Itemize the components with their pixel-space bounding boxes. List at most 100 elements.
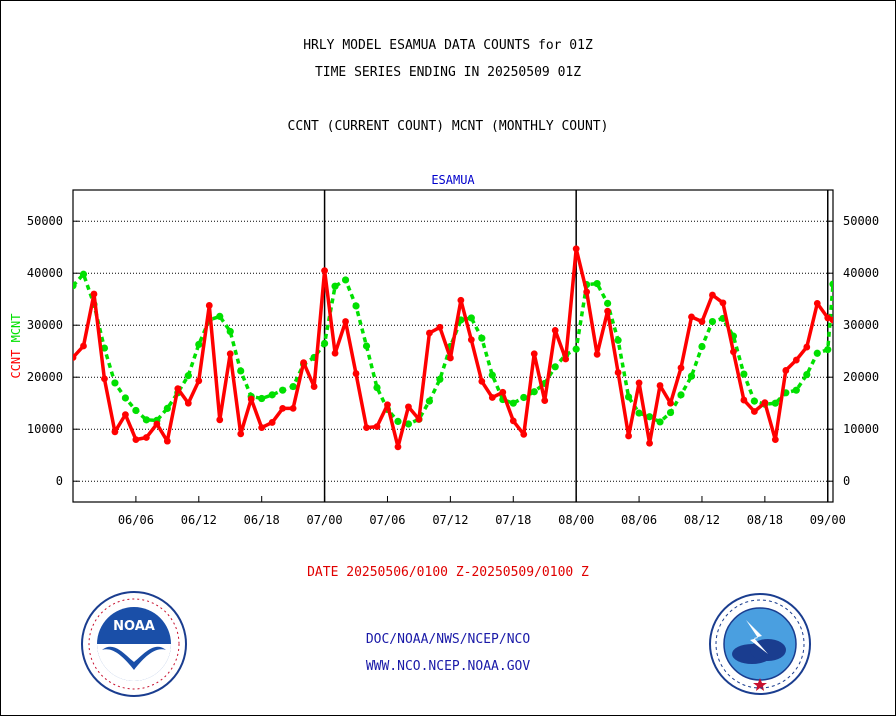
mcnt-point bbox=[362, 342, 371, 350]
y-tick-label-right: 0 bbox=[843, 474, 850, 488]
mcnt-point bbox=[645, 413, 654, 421]
mcnt-point bbox=[813, 349, 821, 357]
ccnt-point bbox=[782, 367, 790, 374]
y-tick-label-right: 20000 bbox=[843, 370, 879, 384]
ccnt-point bbox=[163, 437, 171, 445]
ccnt-point bbox=[719, 299, 727, 307]
ccnt-point bbox=[656, 382, 664, 389]
y-axis-label: CCNT MCNT bbox=[9, 313, 23, 378]
ccnt-point bbox=[142, 434, 150, 441]
series-ccnt bbox=[73, 245, 833, 451]
x-tick-label: 08/18 bbox=[747, 513, 783, 527]
ccnt-point bbox=[457, 296, 465, 304]
ccnt-point bbox=[446, 354, 454, 362]
mcnt-point bbox=[237, 367, 245, 375]
ccnt-point bbox=[803, 343, 811, 351]
ccnt-point bbox=[583, 288, 591, 296]
mcnt-point bbox=[829, 280, 833, 288]
ccnt-point bbox=[771, 436, 779, 443]
ccnt-point bbox=[551, 327, 559, 334]
x-tick-label: 07/00 bbox=[307, 513, 343, 527]
national-weather-service-logo-icon bbox=[709, 593, 811, 695]
mcnt-point bbox=[803, 371, 811, 379]
mcnt-point bbox=[394, 417, 402, 425]
ccnt-point bbox=[792, 356, 800, 364]
mcnt-point bbox=[163, 404, 171, 412]
mcnt-point bbox=[520, 393, 528, 402]
ccnt-point bbox=[174, 385, 182, 393]
ccnt-point bbox=[698, 318, 706, 325]
ccnt-point bbox=[352, 370, 360, 377]
x-tick-label: 08/12 bbox=[684, 513, 720, 527]
ccnt-point bbox=[520, 431, 528, 438]
ccnt-point bbox=[677, 364, 685, 372]
ccnt-point bbox=[415, 415, 423, 423]
mcnt-point bbox=[184, 372, 192, 380]
ccnt-point bbox=[541, 397, 549, 404]
y-tick-label-left: 20000 bbox=[27, 370, 63, 384]
x-tick-label: 08/00 bbox=[558, 513, 594, 527]
mcnt-point bbox=[142, 416, 150, 424]
ccnt-point bbox=[132, 436, 140, 443]
mcnt-point bbox=[258, 394, 266, 403]
mcnt-point bbox=[824, 346, 832, 354]
y-tick-label-right: 30000 bbox=[843, 318, 879, 332]
y-tick-label-right: 10000 bbox=[843, 422, 879, 436]
ccnt-point bbox=[436, 323, 444, 331]
svg-text:NOAA: NOAA bbox=[113, 619, 155, 634]
mcnt-point bbox=[530, 388, 538, 396]
mcnt-point bbox=[289, 382, 297, 391]
noaa-logo-icon: NOAA bbox=[81, 591, 187, 697]
ccnt-point bbox=[184, 399, 192, 407]
ccnt-point bbox=[226, 350, 234, 358]
ccnt-point bbox=[530, 350, 538, 358]
x-tick-label: 06/12 bbox=[181, 513, 217, 527]
ccnt-point bbox=[321, 267, 328, 274]
mcnt-point bbox=[656, 418, 664, 426]
mcnt-point bbox=[624, 393, 633, 401]
ccnt-point bbox=[394, 443, 402, 451]
mcnt-point bbox=[677, 391, 685, 399]
ccnt-point bbox=[488, 394, 496, 401]
ccnt-point bbox=[709, 291, 716, 299]
ccnt-point bbox=[730, 348, 737, 356]
ccnt-point bbox=[363, 424, 370, 432]
chart-title-line1: HRLY MODEL ESAMUA DATA COUNTS for 01Z bbox=[303, 38, 593, 53]
mcnt-point bbox=[373, 384, 381, 392]
mcnt-point bbox=[467, 314, 475, 322]
y-axis-label-ccnt: CCNT bbox=[9, 342, 23, 378]
ccnt-point bbox=[90, 290, 98, 298]
mcnt-point bbox=[740, 370, 748, 378]
x-tick-label: 07/12 bbox=[432, 513, 468, 527]
y-tick-label-right: 40000 bbox=[843, 266, 879, 280]
mcnt-point bbox=[268, 391, 276, 399]
y-tick-label-left: 0 bbox=[56, 474, 63, 488]
chart-title-line3: CCNT (CURRENT COUNT) MCNT (MONTHLY COUNT… bbox=[287, 119, 609, 134]
mcnt-point bbox=[100, 344, 109, 352]
ccnt-point bbox=[509, 417, 517, 425]
ccnt-point bbox=[646, 439, 653, 447]
ccnt-point bbox=[384, 401, 391, 409]
y-tick-label-left: 40000 bbox=[27, 266, 63, 280]
mcnt-point bbox=[352, 302, 360, 310]
ccnt-point bbox=[310, 383, 318, 390]
x-tick-label: 07/18 bbox=[495, 513, 531, 527]
mcnt-point bbox=[488, 371, 496, 379]
axis-labels: 0 0 10000 10000 20000 20000 30000 30000 40000 400… bbox=[9, 173, 879, 527]
ccnt-point bbox=[572, 245, 580, 253]
mcnt-point bbox=[666, 408, 675, 417]
plot-frame bbox=[72, 189, 834, 503]
mcnt-point bbox=[226, 327, 234, 336]
x-tick-label: 07/06 bbox=[369, 513, 405, 527]
ccnt-point bbox=[829, 316, 833, 324]
mcnt-point bbox=[404, 420, 413, 428]
mcnt-point bbox=[478, 334, 486, 342]
ccnt-point bbox=[268, 419, 276, 426]
ccnt-point bbox=[593, 350, 601, 358]
ccnt-point bbox=[373, 423, 381, 430]
mcnt-point bbox=[698, 342, 706, 351]
credit-line-2: WWW.NCO.NCEP.NOAA.GOV bbox=[365, 659, 531, 674]
mcnt-point bbox=[195, 340, 203, 349]
ccnt-point bbox=[101, 375, 108, 383]
